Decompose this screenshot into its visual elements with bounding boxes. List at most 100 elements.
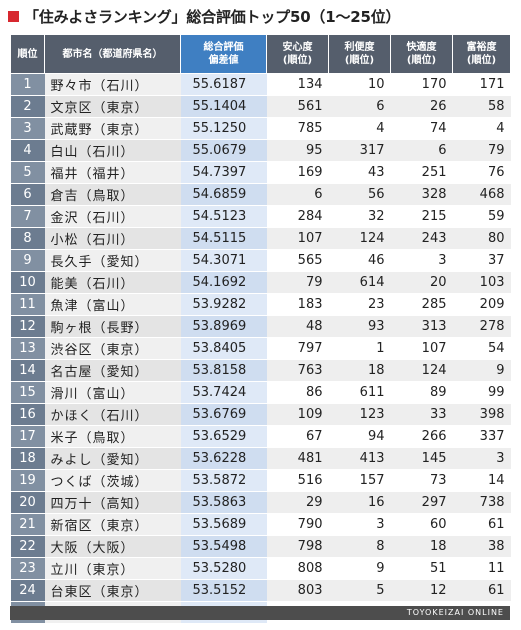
cell-riben: 8 — [328, 535, 391, 558]
header-riben-line2: (順位) — [344, 55, 375, 66]
cell-score: 54.1692 — [180, 271, 267, 294]
cell-anshin: 107 — [266, 227, 329, 250]
cell-score: 53.9282 — [180, 293, 267, 316]
table-row: 22 大阪（大阪） 53.5498 798 8 18 38 — [10, 535, 511, 558]
cell-rank: 20 — [10, 491, 45, 514]
page-title-text: 「住みよさランキング」総合評価トップ50（1〜25位） — [24, 8, 401, 26]
cell-riben: 9 — [328, 557, 391, 580]
cell-kaiteki: 124 — [390, 359, 453, 382]
cell-score: 53.6228 — [180, 447, 267, 470]
cell-score: 54.5123 — [180, 205, 267, 228]
cell-kaiteki: 74 — [390, 117, 453, 140]
cell-kaiteki: 60 — [390, 513, 453, 536]
cell-kaiteki: 89 — [390, 381, 453, 404]
cell-kaiteki: 285 — [390, 293, 453, 316]
cell-kaiteki: 73 — [390, 469, 453, 492]
table-row: 19 つくば（茨城） 53.5872 516 157 73 14 — [10, 469, 511, 492]
cell-riben: 4 — [328, 117, 391, 140]
cell-rank: 18 — [10, 447, 45, 470]
header-anshin-line1: 安心度 — [282, 42, 313, 53]
footer-credit-text: TOYOKEIZAI ONLINE — [406, 608, 504, 617]
cell-fuyu: 61 — [452, 579, 511, 602]
cell-city: 立川（東京） — [44, 557, 181, 580]
table-row: 18 みよし（愛知） 53.6228 481 413 145 3 — [10, 447, 511, 470]
cell-score: 53.5498 — [180, 535, 267, 558]
table-row: 17 米子（鳥取） 53.6529 67 94 266 337 — [10, 425, 511, 448]
cell-kaiteki: 251 — [390, 161, 453, 184]
cell-rank: 22 — [10, 535, 45, 558]
cell-kaiteki: 20 — [390, 271, 453, 294]
red-square-icon — [8, 11, 19, 22]
cell-fuyu: 468 — [452, 183, 511, 206]
header-anshin-line2: (順位) — [282, 55, 313, 66]
cell-rank: 15 — [10, 381, 45, 404]
cell-city: 福井（福井） — [44, 161, 181, 184]
cell-rank: 9 — [10, 249, 45, 272]
cell-score: 53.5280 — [180, 557, 267, 580]
cell-city: 大阪（大阪） — [44, 535, 181, 558]
cell-fuyu: 61 — [452, 513, 511, 536]
cell-fuyu: 58 — [452, 95, 511, 118]
cell-fuyu: 37 — [452, 249, 511, 272]
cell-kaiteki: 145 — [390, 447, 453, 470]
cell-riben: 614 — [328, 271, 391, 294]
header-kaiteki: 快適度 (順位) — [390, 34, 453, 74]
header-kaiteki-line1: 快適度 — [406, 42, 437, 53]
cell-rank: 2 — [10, 95, 45, 118]
cell-fuyu: 3 — [452, 447, 511, 470]
cell-rank: 8 — [10, 227, 45, 250]
page-title: 「住みよさランキング」総合評価トップ50（1〜25位） — [8, 6, 401, 27]
cell-anshin: 516 — [266, 469, 329, 492]
cell-riben: 5 — [328, 579, 391, 602]
cell-riben: 10 — [328, 73, 391, 96]
cell-anshin: 808 — [266, 557, 329, 580]
header-anshin: 安心度 (順位) — [266, 34, 329, 74]
cell-city: 四万十（高知） — [44, 491, 181, 514]
header-kaiteki-line2: (順位) — [406, 55, 437, 66]
cell-rank: 10 — [10, 271, 45, 294]
cell-rank: 24 — [10, 579, 45, 602]
cell-score: 55.1250 — [180, 117, 267, 140]
table-row: 10 能美（石川） 54.1692 79 614 20 103 — [10, 271, 511, 294]
cell-fuyu: 4 — [452, 117, 511, 140]
cell-score: 54.5115 — [180, 227, 267, 250]
cell-rank: 1 — [10, 73, 45, 96]
cell-fuyu: 9 — [452, 359, 511, 382]
cell-city: 倉吉（鳥取） — [44, 183, 181, 206]
cell-city: 台東区（東京） — [44, 579, 181, 602]
cell-city: 駒ヶ根（長野） — [44, 315, 181, 338]
cell-anshin: 763 — [266, 359, 329, 382]
table-row: 12 駒ヶ根（長野） 53.8969 48 93 313 278 — [10, 315, 511, 338]
cell-kaiteki: 51 — [390, 557, 453, 580]
cell-score: 53.6529 — [180, 425, 267, 448]
cell-anshin: 134 — [266, 73, 329, 96]
cell-fuyu: 398 — [452, 403, 511, 426]
cell-fuyu: 278 — [452, 315, 511, 338]
cell-fuyu: 103 — [452, 271, 511, 294]
table-row: 4 白山（石川） 55.0679 95 317 6 79 — [10, 139, 511, 162]
cell-riben: 611 — [328, 381, 391, 404]
table-body: 1 野々市（石川） 55.6187 134 10 170 171 2 文京区（東京） 55.140… — [10, 73, 511, 624]
table-row: 24 台東区（東京） 53.5152 803 5 12 61 — [10, 579, 511, 602]
cell-fuyu: 337 — [452, 425, 511, 448]
cell-city: 渋谷区（東京） — [44, 337, 181, 360]
cell-anshin: 284 — [266, 205, 329, 228]
cell-riben: 18 — [328, 359, 391, 382]
cell-city: みよし（愛知） — [44, 447, 181, 470]
header-fuyu: 富裕度 (順位) — [452, 34, 511, 74]
cell-score: 53.5152 — [180, 579, 267, 602]
cell-city: 名古屋（愛知） — [44, 359, 181, 382]
table-row: 1 野々市（石川） 55.6187 134 10 170 171 — [10, 73, 511, 96]
cell-anshin: 565 — [266, 249, 329, 272]
cell-riben: 32 — [328, 205, 391, 228]
cell-riben: 56 — [328, 183, 391, 206]
cell-kaiteki: 297 — [390, 491, 453, 514]
cell-riben: 46 — [328, 249, 391, 272]
cell-riben: 413 — [328, 447, 391, 470]
cell-score: 53.5872 — [180, 469, 267, 492]
ranking-table: 順位 都市名（都道府県名） 総合評価 偏差値 安心度 (順位) 利便度 (順位)… — [10, 34, 511, 624]
table-row: 21 新宿区（東京） 53.5689 790 3 60 61 — [10, 513, 511, 536]
cell-fuyu: 59 — [452, 205, 511, 228]
footer-credit: TOYOKEIZAI ONLINE — [10, 606, 510, 620]
